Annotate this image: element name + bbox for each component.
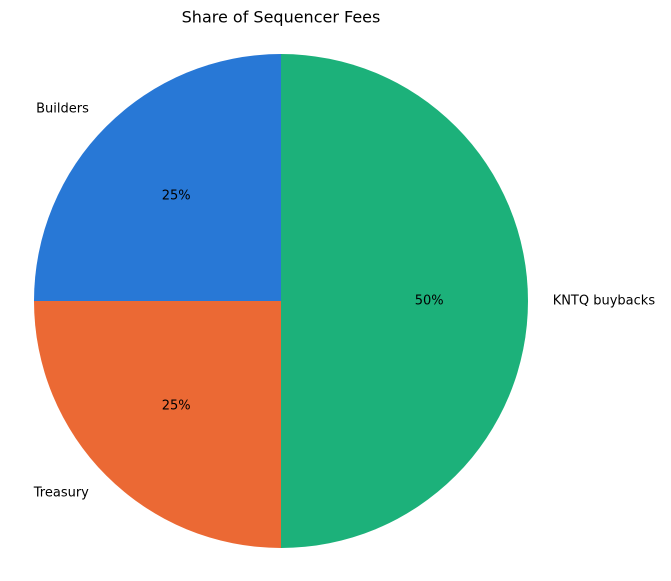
pie-slice — [281, 54, 528, 548]
slice-label: Builders — [36, 101, 89, 116]
slice-label: KNTQ buybacks — [553, 294, 656, 309]
value-label: 25% — [162, 189, 191, 204]
value-label: 50% — [415, 294, 444, 309]
value-label: 25% — [162, 398, 191, 413]
pie-slice — [34, 301, 281, 548]
chart-title: Share of Sequencer Fees — [182, 8, 381, 27]
pie-slice — [34, 54, 281, 301]
slice-label: Treasury — [33, 486, 89, 501]
